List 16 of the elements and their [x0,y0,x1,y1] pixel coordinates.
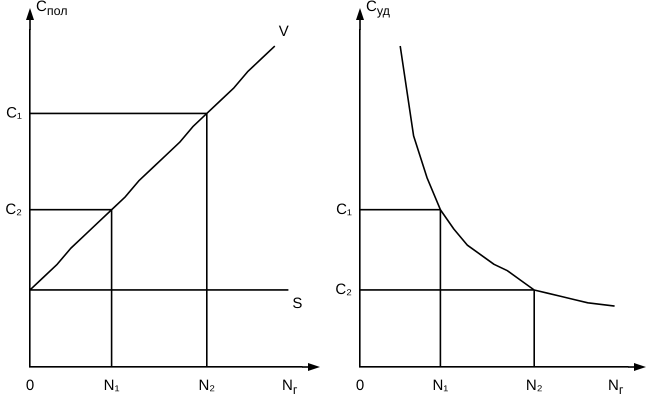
y-axis-title: C$_{уд}$ [366,0,390,18]
x-tick-label: N₁ [432,377,448,394]
ref-line-label: C₂ [5,200,22,218]
ref-line-label: C₁ [6,104,22,122]
series-label: S [292,295,302,312]
series-label: V [278,23,289,40]
ref-line-label: C₁ [336,200,352,218]
x-tick-label: N₂ [198,377,216,394]
x-axis-title: N$_{г}$ [608,377,624,397]
x-tick-label: 0 [26,377,34,394]
ref-line-label: C₂ [335,281,352,298]
x-axis-title: N$_{г}$ [282,377,298,397]
x-tick-label: N₁ [104,377,120,394]
y-axis-title: C$_{пол}$ [36,0,68,18]
x-tick-label: 0 [356,377,364,394]
x-tick-label: N₂ [526,377,543,394]
